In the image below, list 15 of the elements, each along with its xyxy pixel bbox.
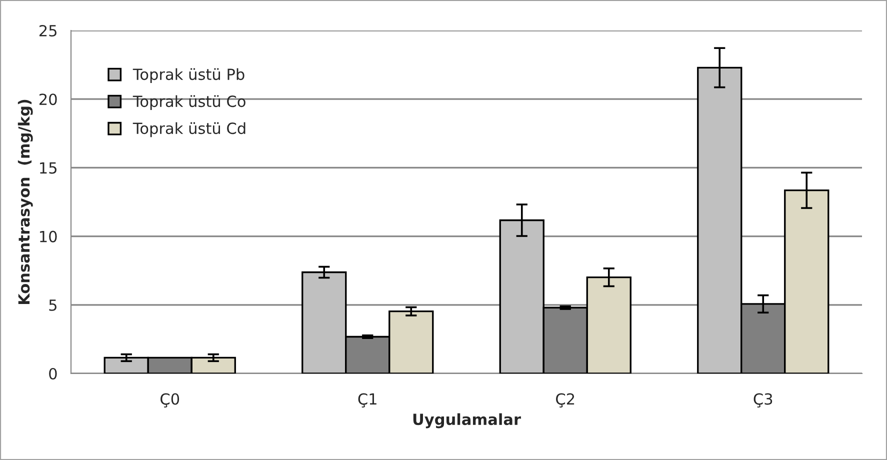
y-tick-label: 20 <box>39 94 57 106</box>
legend-label: Toprak üstü Pb <box>132 68 244 84</box>
legend-label: Toprak üstü Cd <box>132 122 246 138</box>
y-axis-title: Konsantrasyon (mg/kg) <box>18 100 33 304</box>
legend-label: Toprak üstü Co <box>132 95 246 110</box>
y-tick-label: 10 <box>40 230 57 242</box>
y-tick-label: 5 <box>49 300 56 311</box>
x-tick-label: Ç3 <box>754 393 772 408</box>
x-tick-label: Ç0 <box>160 393 180 408</box>
x-axis-title: Uygulamalar <box>413 413 521 428</box>
y-tick-label: 25 <box>39 24 56 37</box>
y-tick-label: 15 <box>40 162 56 174</box>
x-tick-label: Ç1 <box>358 393 376 408</box>
x-tick-label: Ç2 <box>556 393 574 408</box>
y-tick-label: 0 <box>49 368 57 380</box>
